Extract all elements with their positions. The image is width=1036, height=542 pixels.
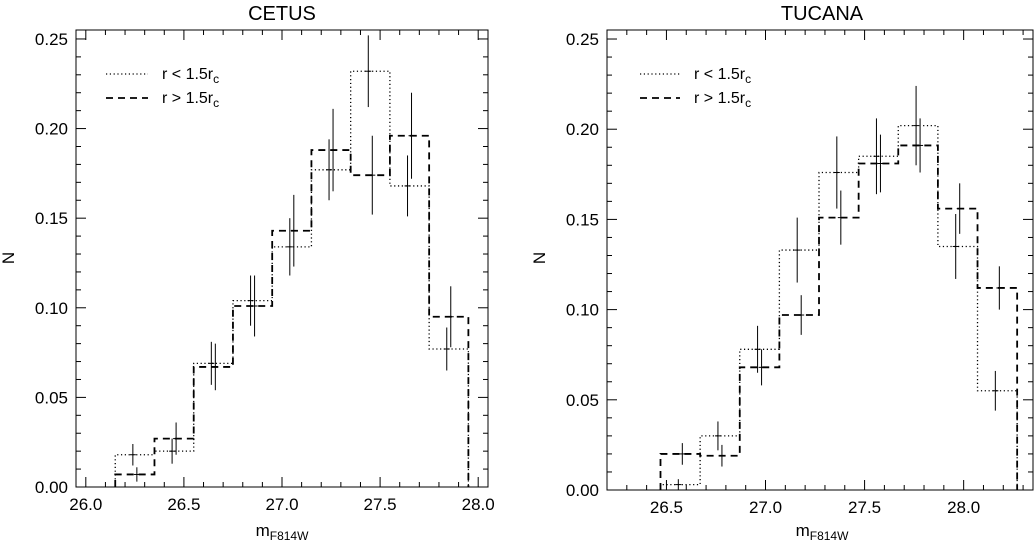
panel-title: TUCANA bbox=[781, 3, 864, 25]
x-axis-label: mF814W bbox=[256, 521, 310, 542]
x-axis-label-subscript: F814W bbox=[810, 529, 849, 542]
legend-label-inner: r < 1.5rc bbox=[694, 66, 751, 86]
y-tick-label: 0.15 bbox=[566, 210, 599, 229]
x-tick-label: 27.5 bbox=[848, 498, 881, 517]
x-ticks: 26.0 26.5 27.0 27.5 28.0 bbox=[69, 30, 495, 514]
y-tick-label: 0.00 bbox=[35, 478, 68, 497]
x-tick-label: 27.0 bbox=[265, 495, 298, 514]
y-tick-label: 0.20 bbox=[35, 120, 68, 139]
histogram-inner-series bbox=[114, 70, 470, 487]
y-tick-label: 0.05 bbox=[566, 391, 599, 410]
x-tick-label: 26.5 bbox=[167, 495, 200, 514]
plot-frame bbox=[75, 29, 489, 488]
x-axis-label-main: m bbox=[796, 521, 810, 540]
x-tick-label: 26.5 bbox=[650, 498, 683, 517]
x-tick-label: 28.0 bbox=[462, 495, 495, 514]
legend-label-outer-main: r > 1.5r bbox=[694, 90, 746, 107]
legend-label-outer: r > 1.5rc bbox=[694, 90, 751, 110]
tucana-panel: TUCANA N mF814W 26.5 27.0 27.5 28.0 0.000.0… bbox=[530, 3, 1034, 542]
y-tick-label: 0.25 bbox=[566, 30, 599, 49]
legend-label-inner: r < 1.5rc bbox=[162, 66, 219, 86]
y-ticks: 0.00 0.05 0.10 0.15 0.20 0.25 bbox=[566, 30, 1033, 500]
plot-frame bbox=[606, 29, 1034, 491]
legend: r < 1.5rc r > 1.5rc bbox=[106, 66, 219, 110]
y-axis-label: N bbox=[0, 252, 18, 264]
histogram-inner-series bbox=[659, 124, 1018, 490]
x-axis-label-subscript: F814W bbox=[270, 529, 309, 542]
y-tick-label: 0.05 bbox=[35, 388, 68, 407]
x-axis-label-main: m bbox=[256, 521, 270, 540]
x-tick-label: 28.0 bbox=[947, 498, 980, 517]
y-tick-label: 0.10 bbox=[566, 301, 599, 320]
legend-label-outer-sub: c bbox=[745, 96, 751, 110]
legend-label-outer-main: r > 1.5r bbox=[162, 90, 214, 107]
x-axis-label: mF814W bbox=[796, 521, 850, 542]
legend-label-inner-main: r < 1.5r bbox=[162, 66, 214, 83]
y-tick-label: 0.10 bbox=[35, 299, 68, 318]
panel-title: CETUS bbox=[248, 3, 316, 25]
y-tick-label: 0.20 bbox=[566, 120, 599, 139]
series-group bbox=[114, 35, 470, 487]
x-ticks: 26.5 27.0 27.5 28.0 bbox=[606, 30, 1024, 517]
y-axis-label: N bbox=[530, 252, 549, 264]
cetus-panel: CETUS N mF814W 26.0 26.5 27.0 27.5 28.0 0.00… bbox=[0, 3, 495, 542]
y-ticks: 0.00 0.05 0.10 0.15 0.20 0.25 bbox=[35, 30, 488, 497]
x-tick-label: 26.0 bbox=[69, 495, 102, 514]
y-tick-label: 0.00 bbox=[566, 481, 599, 500]
legend-label-inner-sub: c bbox=[213, 72, 219, 86]
legend: r < 1.5rc r > 1.5rc bbox=[640, 66, 751, 110]
legend-label-inner-main: r < 1.5r bbox=[694, 66, 746, 83]
x-tick-label: 27.5 bbox=[364, 495, 397, 514]
legend-label-outer-sub: c bbox=[213, 96, 219, 110]
legend-label-inner-sub: c bbox=[745, 72, 751, 86]
x-tick-label: 27.0 bbox=[749, 498, 782, 517]
histogram-outer-series bbox=[659, 144, 1019, 490]
legend-label-outer: r > 1.5rc bbox=[162, 90, 219, 110]
series-group bbox=[659, 85, 1019, 490]
y-tick-label: 0.15 bbox=[35, 209, 68, 228]
y-tick-label: 0.25 bbox=[35, 30, 68, 49]
histogram-outer-series bbox=[114, 134, 470, 487]
